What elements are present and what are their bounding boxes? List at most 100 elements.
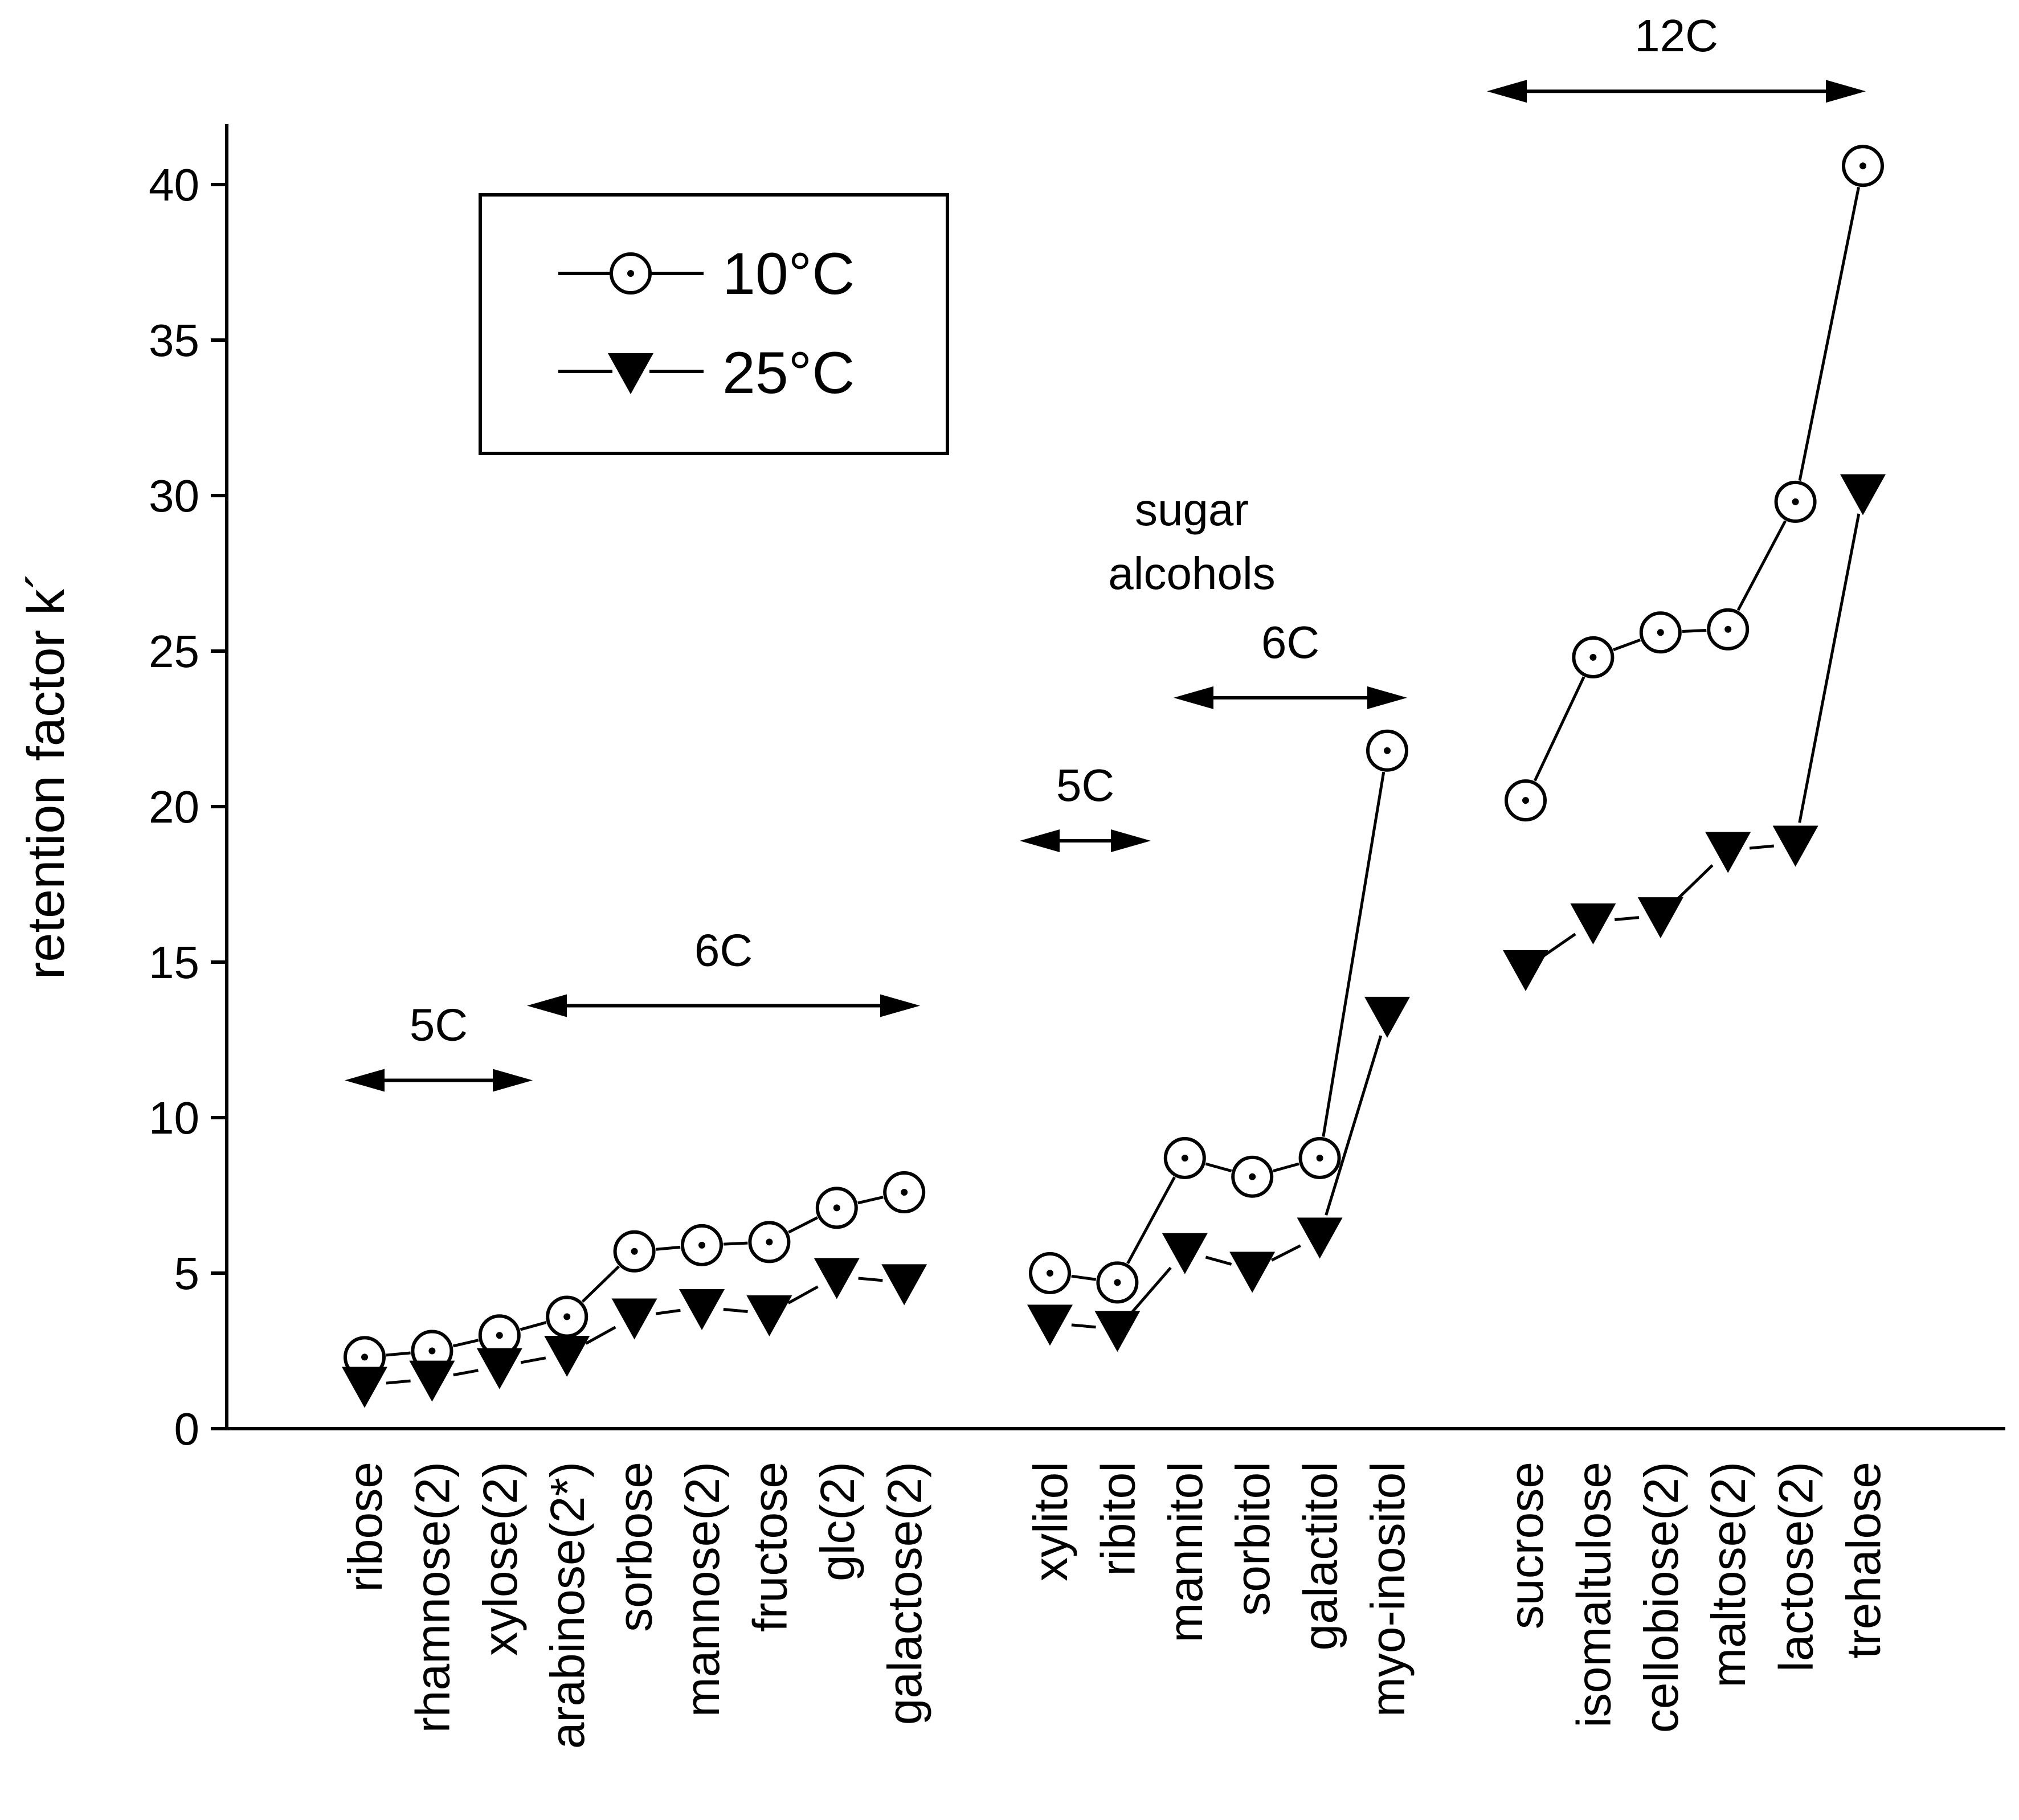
legend-marker-10c [610,252,652,295]
span-arrow-3-head-right [1367,686,1407,709]
legend: 10°C 25°C [479,193,949,455]
category-label-cellobiose-2: cellobiose(2) [1634,1462,1688,1733]
legend-triangle-marker [608,353,653,394]
span-arrow-0-head-right [493,1069,533,1092]
annotations: 5C 6C 5C 6C 12C sugar alcohols [345,10,1866,1092]
category-label-ribitol: ribitol [1091,1462,1145,1576]
category-label-galactitol: galactitol [1294,1462,1347,1651]
span-label-5c-0: 5C [410,999,468,1050]
series-segment-10-c-sugar-alcohols-3 [1273,1162,1299,1173]
category-label-trehalose: trehalose [1837,1462,1890,1659]
point-10-c-arabinose-2-dot [563,1313,571,1320]
series-markers [342,145,1886,1408]
point-10-c-trehalose-dot [1859,162,1866,170]
series-segment-10-c-sugar-alcohols-2 [1205,1162,1232,1173]
series-segment-10-c-sugars-1 [452,1339,479,1348]
point-10-c-mannitol-dot [1181,1154,1188,1161]
y-tick-label-35: 35 [149,315,199,366]
series-segment-25-c-sugar-alcohols-0 [1071,1323,1096,1329]
y-axis-title: retention factor k´ [17,571,75,979]
point-25-c-sorbose [611,1298,657,1340]
point-25-c-arabinose-2 [544,1335,590,1377]
point-25-c-mannose-2 [679,1289,725,1331]
point-10-c-myo-inositol-dot [1384,747,1391,754]
category-label-mannitol: mannitol [1159,1462,1212,1643]
point-25-c-galactose-2 [881,1264,927,1306]
point-10-c-sorbose-dot [631,1248,638,1255]
series-segment-10-c-sugar-alcohols-4 [1322,771,1385,1137]
series-segment-25-c-sugars-0 [386,1379,411,1385]
series-segment-25-c-sugars-2 [520,1356,546,1364]
point-10-c-xylose-2-dot [496,1332,503,1339]
point-10-c-cellobiose-2-dot [1657,629,1664,636]
span-label-5c-2: 5C [1056,760,1114,811]
point-25-c-galactitol [1297,1217,1343,1259]
point-25-c-xylitol [1027,1304,1073,1346]
point-25-c-sucrose [1503,950,1548,991]
point-10-c-sorbitol-dot [1249,1173,1256,1180]
legend-marker-25c [608,353,653,394]
series-segment-10-c-sugars-4 [656,1245,681,1251]
span-arrow-2-head-left [1020,829,1060,853]
point-25-c-isomaltulose [1570,903,1616,945]
span-arrow-4-head-left [1487,80,1527,103]
category-label-maltose-2: maltose(2) [1702,1462,1755,1688]
series-segment-10-c-sugar-alcohols-0 [1071,1274,1097,1281]
series-segment-25-c-disaccharides-0 [1542,933,1576,958]
category-label-xylitol: xylitol [1024,1462,1077,1581]
category-label-fructose: fructose [743,1462,796,1632]
point-10-c-ribitol-dot [1114,1279,1121,1286]
category-label-mannose-2: mannose(2) [676,1462,729,1717]
series-segment-25-c-sugars-4 [655,1308,681,1315]
y-tick-label-10: 10 [149,1093,199,1143]
series-lines [386,187,1861,1385]
series-segment-25-c-disaccharides-4 [1798,513,1861,823]
y-tick-label-0: 0 [174,1404,200,1454]
annotation-alcohols: alcohols [1108,548,1276,599]
y-tick-label-30: 30 [149,471,199,521]
point-10-c-galactose-2-dot [901,1189,908,1196]
axes: 0 5 10 15 20 25 30 35 40 retention factor k´ [17,124,2005,1454]
point-25-c-lactose-2 [1772,825,1818,867]
point-10-c-lactose-2-dot [1792,498,1799,505]
category-label-galactose-2: galactose(2) [878,1462,931,1725]
category-label-sorbitol: sorbitol [1226,1462,1280,1616]
point-25-c-ribitol [1094,1311,1141,1352]
point-25-c-ribose [342,1367,387,1408]
series-segment-25-c-sugars-7 [858,1277,883,1282]
legend-box [479,193,949,455]
point-25-c-glc-2 [814,1258,860,1299]
span-arrow-0-head-left [345,1069,385,1092]
point-10-c-maltose-2-dot [1724,625,1732,633]
series-segment-25-c-sugars-1 [453,1369,479,1377]
series-segment-10-c-sugars-2 [520,1321,547,1331]
span-arrow-3-head-left [1174,686,1213,709]
span-arrow-2-head-right [1111,829,1151,853]
series-segment-25-c-sugar-alcohols-2 [1205,1255,1232,1266]
series-segment-10-c-disaccharides-3 [1736,520,1787,611]
series-segment-25-c-sugars-6 [787,1285,819,1304]
series-segment-25-c-sugars-5 [723,1308,748,1313]
span-arrow-1-head-right [880,994,920,1017]
y-tick-label-15: 15 [149,937,199,988]
category-label-sucrose: sucrose [1499,1462,1553,1629]
point-25-c-maltose-2 [1705,832,1751,873]
series-segment-10-c-disaccharides-1 [1613,639,1641,652]
annotation-sugar: sugar [1135,484,1249,535]
category-label-myo-inositol: myo-inositol [1361,1462,1415,1717]
series-segment-10-c-sugar-alcohols-1 [1126,1176,1176,1265]
category-label-glc-2: glc(2) [811,1462,864,1581]
point-25-c-mannitol [1162,1233,1208,1274]
series-segment-10-c-sugars-6 [788,1216,819,1234]
category-label-rhamnose-2: rhamnose(2) [406,1462,459,1733]
y-tick-label-25: 25 [149,626,199,677]
series-segment-25-c-disaccharides-2 [1675,864,1714,902]
category-label-arabinose-2: arabinose(2*) [541,1462,594,1749]
series-segment-10-c-disaccharides-0 [1533,676,1585,782]
point-25-c-myo-inositol [1364,996,1410,1038]
series-segment-10-c-sugars-5 [723,1241,748,1246]
category-label-sorbose: sorbose [608,1462,662,1632]
point-10-c-xylitol-dot [1047,1270,1053,1277]
point-25-c-cellobiose-2 [1637,897,1683,939]
